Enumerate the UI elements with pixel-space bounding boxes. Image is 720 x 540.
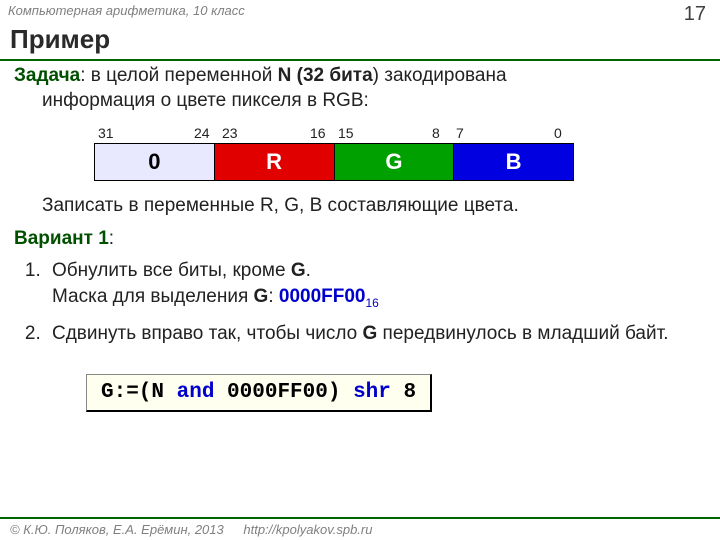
content: Задача: в целой переменной N (32 бита) з…	[14, 64, 706, 412]
s1a: Обнулить все биты, кроме	[52, 260, 291, 281]
bit-labels: 31 24 23 16 15 8 7 0	[94, 125, 574, 143]
s2c: передвинулось в младший байт.	[377, 323, 668, 344]
s1b: G	[291, 260, 306, 281]
variant-label: Вариант 1	[14, 228, 109, 249]
bit-cell-g: G	[335, 144, 455, 180]
code-p3: 8	[391, 381, 416, 404]
task-text-6: информация о цвете пикселя в RGB:	[42, 89, 706, 114]
bit-label-15: 15	[338, 125, 354, 141]
mask-sub: 16	[366, 296, 379, 310]
code-kw-and: and	[177, 381, 215, 404]
subtask-text: Записать в переменные R, G, B составляющ…	[42, 195, 706, 217]
step-1: Обнулить все биты, кроме G. Маска для вы…	[46, 258, 706, 311]
variant-colon: :	[109, 228, 114, 249]
code-p1: G:=(N	[101, 381, 177, 404]
task-text-4: 32 бита	[303, 65, 373, 86]
bit-label-7: 7	[456, 125, 464, 141]
footer-url: http://kpolyakov.spb.ru	[243, 522, 372, 537]
t3b: N (	[272, 65, 303, 86]
code-kw-shr: shr	[353, 381, 391, 404]
bit-row: 0 R G B	[94, 143, 574, 181]
bit-cell-b: B	[454, 144, 573, 180]
task-label: Задача	[14, 65, 80, 86]
bit-label-0: 0	[554, 125, 562, 141]
code-box: G:=(N and 0000FF00) shr 8	[86, 374, 432, 412]
course-header: Компьютерная арифметика, 10 класс	[8, 3, 245, 18]
task-text-1: : в целой	[80, 65, 164, 86]
code-p2: 0000FF00)	[214, 381, 353, 404]
bit-label-23: 23	[222, 125, 238, 141]
bit-label-8: 8	[432, 125, 440, 141]
task-text-2: переменной	[165, 65, 273, 86]
title-bar: Пример	[0, 22, 720, 61]
bit-label-24: 24	[194, 125, 210, 141]
footer-copyright: © К.Ю. Поляков, Е.А. Ерёмин, 2013	[10, 522, 224, 537]
s2b: G	[363, 323, 378, 344]
steps-list: Обнулить все биты, кроме G. Маска для вы…	[22, 258, 706, 346]
t4b: 32 бита	[303, 65, 373, 86]
slide-title: Пример	[10, 24, 710, 55]
bit-label-16: 16	[310, 125, 326, 141]
bit-cell-r: R	[215, 144, 335, 180]
footer: © К.Ю. Поляков, Е.А. Ерёмин, 2013 http:/…	[0, 517, 720, 540]
step-2: Сдвинуть вправо так, чтобы число G перед…	[46, 321, 706, 347]
bit-label-31: 31	[98, 125, 114, 141]
s1c: .	[306, 260, 311, 281]
task-text-5: ) закодирована	[373, 65, 507, 86]
task-text-3: N (	[272, 65, 303, 86]
mask-hex: 0000FF00	[279, 286, 366, 307]
bit-cell-zero: 0	[95, 144, 215, 180]
task-block: Задача: в целой переменной N (32 бита) з…	[14, 64, 706, 113]
bit-diagram: 31 24 23 16 15 8 7 0 0 R G B	[94, 125, 574, 181]
variant-block: Вариант 1:	[14, 227, 706, 252]
s1d: Маска для выделения	[52, 286, 254, 307]
s2a: Сдвинуть вправо так, чтобы число	[52, 323, 363, 344]
s1f: :	[268, 286, 279, 307]
s1e: G	[254, 286, 269, 307]
